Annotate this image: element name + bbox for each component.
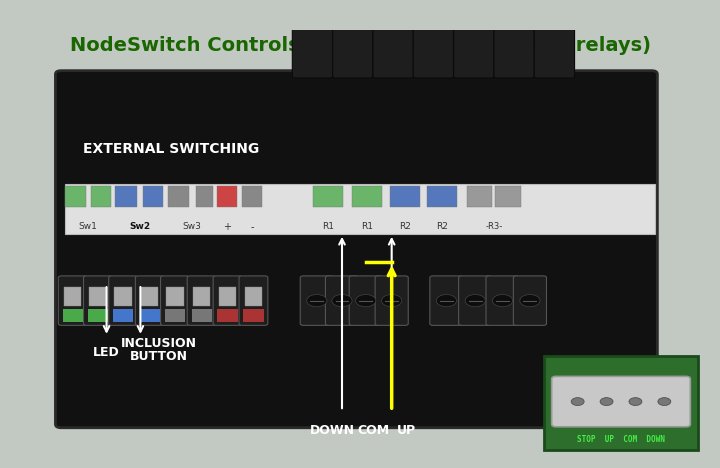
Bar — [192, 309, 212, 322]
Circle shape — [465, 294, 485, 307]
Text: LED: LED — [93, 345, 120, 358]
FancyBboxPatch shape — [430, 276, 463, 325]
Circle shape — [520, 294, 540, 307]
Text: R2: R2 — [399, 222, 410, 231]
Bar — [196, 186, 213, 207]
Text: NodeSwitch Controls: Zwave Relay Module (3 relays): NodeSwitch Controls: Zwave Relay Module … — [70, 36, 650, 55]
Text: BUTTON: BUTTON — [130, 350, 187, 363]
FancyBboxPatch shape — [454, 18, 494, 78]
Bar — [495, 186, 521, 207]
FancyBboxPatch shape — [552, 376, 690, 427]
Text: Sw1: Sw1 — [78, 222, 97, 231]
Bar — [166, 287, 184, 306]
Text: DOWN: DOWN — [310, 424, 355, 437]
FancyBboxPatch shape — [513, 276, 546, 325]
Circle shape — [307, 294, 327, 307]
Circle shape — [332, 294, 352, 307]
Bar — [140, 309, 160, 322]
Text: R2: R2 — [436, 222, 448, 231]
Text: -R3-: -R3- — [485, 222, 503, 231]
Bar — [193, 287, 210, 306]
Circle shape — [382, 294, 402, 307]
Text: R1: R1 — [323, 222, 334, 231]
Text: INCLUSION: INCLUSION — [120, 337, 197, 350]
Bar — [65, 186, 86, 207]
FancyBboxPatch shape — [187, 276, 216, 325]
Bar — [65, 183, 655, 234]
Bar — [89, 287, 107, 306]
Bar — [219, 287, 236, 306]
Circle shape — [492, 294, 513, 307]
Text: COM: COM — [357, 424, 389, 437]
FancyBboxPatch shape — [349, 276, 382, 325]
FancyBboxPatch shape — [333, 18, 373, 78]
Text: Sw3: Sw3 — [182, 222, 201, 231]
Bar — [113, 309, 133, 322]
Text: UP: UP — [397, 424, 416, 437]
Bar — [165, 309, 185, 322]
Bar — [115, 186, 137, 207]
FancyBboxPatch shape — [58, 276, 87, 325]
FancyBboxPatch shape — [213, 276, 242, 325]
FancyBboxPatch shape — [486, 276, 519, 325]
FancyBboxPatch shape — [292, 18, 333, 78]
Text: R1: R1 — [361, 222, 373, 231]
Circle shape — [356, 294, 376, 307]
Text: EXTERNAL SWITCHING: EXTERNAL SWITCHING — [83, 141, 259, 155]
FancyBboxPatch shape — [494, 18, 534, 78]
FancyBboxPatch shape — [161, 276, 189, 325]
FancyBboxPatch shape — [373, 18, 413, 78]
Circle shape — [571, 398, 584, 405]
Circle shape — [658, 398, 671, 405]
Bar — [467, 186, 492, 207]
Text: STOP  UP  COM  DOWN: STOP UP COM DOWN — [577, 435, 665, 444]
Bar — [217, 309, 238, 322]
Bar — [114, 287, 132, 306]
Bar — [88, 309, 108, 322]
FancyBboxPatch shape — [413, 18, 454, 78]
Bar — [245, 287, 262, 306]
Bar — [217, 186, 237, 207]
Bar — [168, 186, 189, 207]
FancyBboxPatch shape — [325, 276, 359, 325]
Bar — [143, 186, 163, 207]
Circle shape — [436, 294, 456, 307]
Bar — [91, 186, 111, 207]
FancyBboxPatch shape — [300, 276, 333, 325]
FancyBboxPatch shape — [109, 276, 138, 325]
Circle shape — [629, 398, 642, 405]
FancyBboxPatch shape — [84, 276, 112, 325]
Bar — [243, 309, 264, 322]
Bar — [242, 186, 262, 207]
Bar — [390, 186, 420, 207]
Bar — [64, 287, 81, 306]
Bar — [141, 287, 158, 306]
Bar — [63, 309, 83, 322]
Circle shape — [600, 398, 613, 405]
Bar — [352, 186, 382, 207]
Bar — [313, 186, 343, 207]
FancyBboxPatch shape — [239, 276, 268, 325]
Text: +: + — [222, 222, 231, 232]
Bar — [427, 186, 457, 207]
Text: -: - — [251, 222, 253, 232]
Text: Sw2: Sw2 — [129, 222, 150, 231]
Bar — [544, 357, 698, 451]
FancyBboxPatch shape — [135, 276, 164, 325]
FancyBboxPatch shape — [375, 276, 408, 325]
FancyBboxPatch shape — [55, 71, 657, 428]
FancyBboxPatch shape — [459, 276, 492, 325]
FancyBboxPatch shape — [534, 18, 575, 78]
